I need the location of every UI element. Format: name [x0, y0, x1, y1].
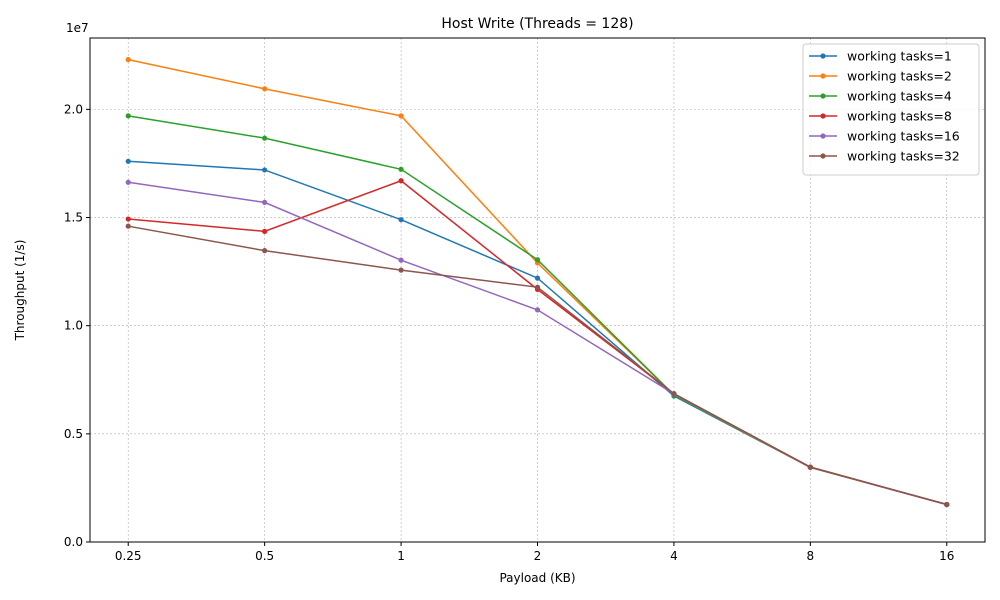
y-tick-label: 0.5	[64, 427, 83, 441]
legend-item: working tasks=2	[809, 69, 952, 84]
data-point	[125, 158, 131, 164]
legend-marker	[820, 153, 826, 159]
legend-label: working tasks=1	[847, 49, 952, 64]
legend-marker	[820, 73, 826, 79]
data-point	[398, 166, 404, 172]
series-6	[125, 223, 950, 507]
data-point	[398, 113, 404, 119]
legend-marker	[820, 113, 826, 119]
data-point	[398, 257, 404, 263]
data-point	[125, 223, 131, 229]
data-point	[125, 57, 131, 63]
x-tick-label: 8	[807, 549, 815, 563]
data-point	[262, 135, 268, 141]
legend-item: working tasks=4	[809, 89, 952, 104]
legend-label: working tasks=16	[847, 129, 960, 144]
data-point	[398, 178, 404, 184]
x-tick-label: 16	[939, 549, 954, 563]
legend-marker	[820, 93, 826, 99]
legend-label: working tasks=32	[847, 149, 960, 164]
legend: working tasks=1 working tasks=2 working ta…	[802, 43, 980, 176]
y-tick-label: 0.0	[64, 535, 83, 549]
legend-item: working tasks=32	[809, 149, 960, 164]
series-lines	[125, 57, 950, 508]
data-point	[262, 248, 268, 254]
x-tick-label: 0.5	[255, 549, 274, 563]
data-point	[671, 391, 677, 397]
data-point	[944, 501, 950, 507]
x-tick-label: 0.25	[115, 549, 142, 563]
legend-item: working tasks=8	[809, 109, 952, 124]
legend-label: working tasks=8	[847, 109, 952, 124]
data-point	[125, 216, 131, 222]
data-point	[262, 199, 268, 205]
y-tick-label: 1.5	[64, 211, 83, 225]
data-point	[262, 228, 268, 234]
legend-label: working tasks=4	[847, 89, 952, 104]
data-point	[534, 275, 541, 281]
data-point	[534, 257, 541, 263]
legend-label: working tasks=2	[847, 69, 952, 84]
y-tick-label: 2.0	[64, 102, 83, 116]
y-axis: 0.0 0.5 1.0 1.5 2.0	[64, 102, 90, 549]
chart-title: Host Write (Threads = 128)	[441, 16, 633, 32]
legend-item: working tasks=1	[809, 49, 952, 64]
legend-box	[802, 43, 980, 176]
x-tick-label: 4	[670, 549, 678, 563]
y-axis-offset-label: 1e7	[66, 21, 89, 35]
x-tick-label: 2	[534, 549, 542, 563]
data-point	[125, 179, 131, 185]
data-point	[807, 464, 813, 470]
legend-marker	[820, 133, 826, 139]
legend-marker	[820, 53, 826, 59]
data-point	[262, 167, 268, 173]
data-point	[398, 217, 404, 223]
x-axis-label: Payload (KB)	[499, 571, 575, 585]
data-point	[262, 86, 268, 92]
y-axis-label: Throughput (1/s)	[13, 240, 27, 342]
data-point	[534, 284, 541, 290]
data-point	[534, 307, 541, 313]
data-point	[125, 113, 131, 119]
y-tick-label: 1.0	[64, 319, 83, 333]
legend-item: working tasks=16	[809, 129, 960, 144]
x-tick-label: 1	[397, 549, 405, 563]
x-axis: 0.25 0.5 1 2 4 8 16	[115, 542, 954, 563]
data-point	[398, 267, 404, 273]
